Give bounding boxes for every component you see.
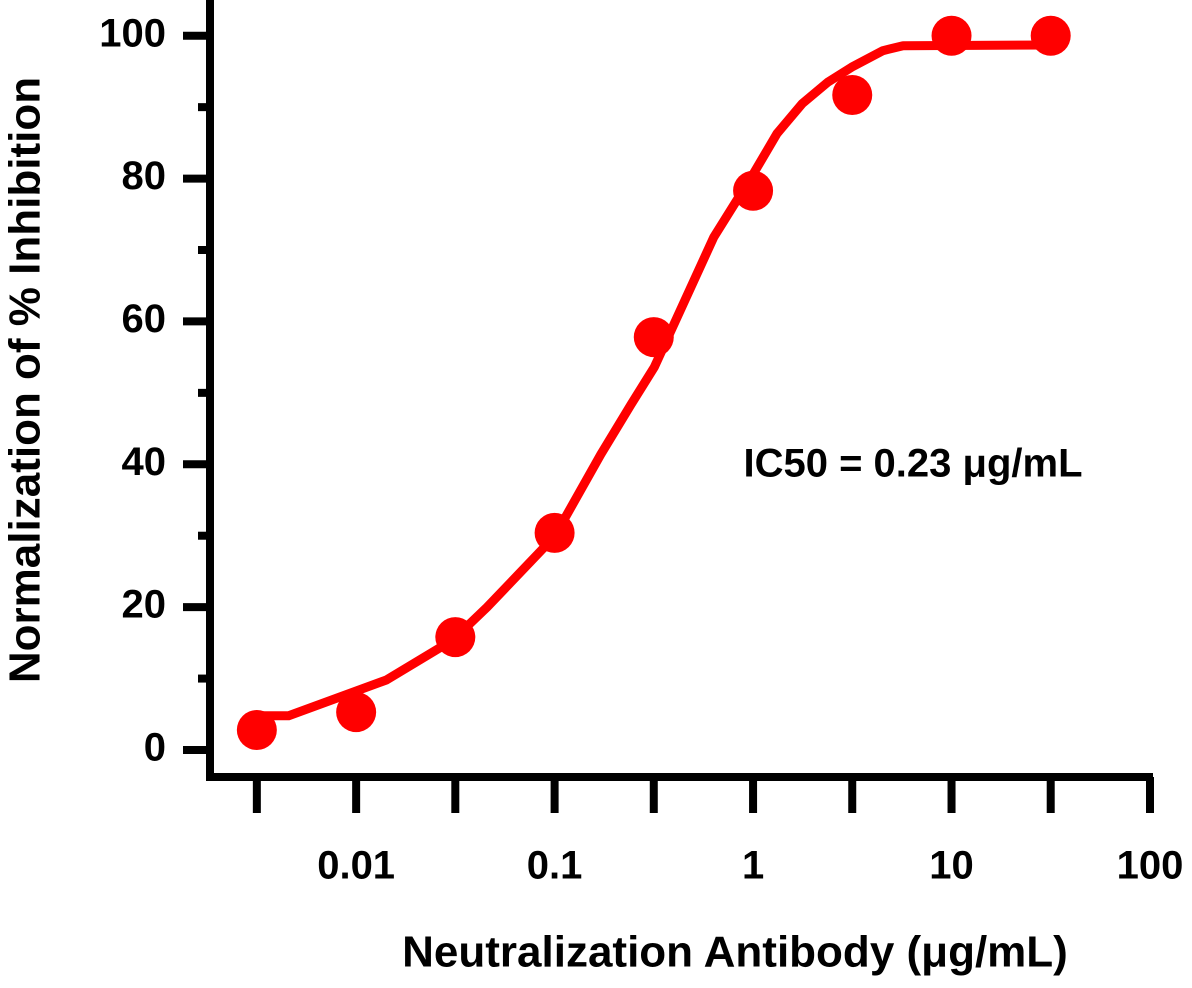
x-tick-label: 100 [1117, 844, 1184, 888]
y-tick-label: 20 [122, 583, 167, 627]
data-point [534, 512, 575, 553]
data-point [435, 617, 476, 658]
data-point [733, 170, 774, 211]
x-tick-label: 10 [929, 844, 974, 888]
data-point [931, 15, 972, 56]
data-point [832, 75, 873, 115]
y-tick-label: 0 [144, 726, 166, 770]
y-tick-label: 100 [99, 11, 166, 55]
x-tick-label: 0.01 [317, 844, 395, 888]
y-tick-label: 80 [122, 154, 167, 198]
x-tick-label: 0.1 [527, 844, 583, 888]
data-point [336, 692, 377, 733]
fit-curve [256, 40, 1051, 721]
data-point [633, 317, 674, 358]
annotation: IC50 = 0.23 μg/mL [743, 442, 1082, 486]
data-point [1030, 15, 1071, 56]
y-tick-label: 60 [122, 297, 167, 341]
x-tick-label: 1 [742, 844, 764, 888]
x-axis-title: Neutralization Antibody (μg/mL) [402, 928, 1068, 977]
data-point [236, 710, 277, 750]
y-tick-label: 40 [122, 440, 167, 484]
y-axis-title: Normalization of % Inhibition [1, 77, 50, 683]
